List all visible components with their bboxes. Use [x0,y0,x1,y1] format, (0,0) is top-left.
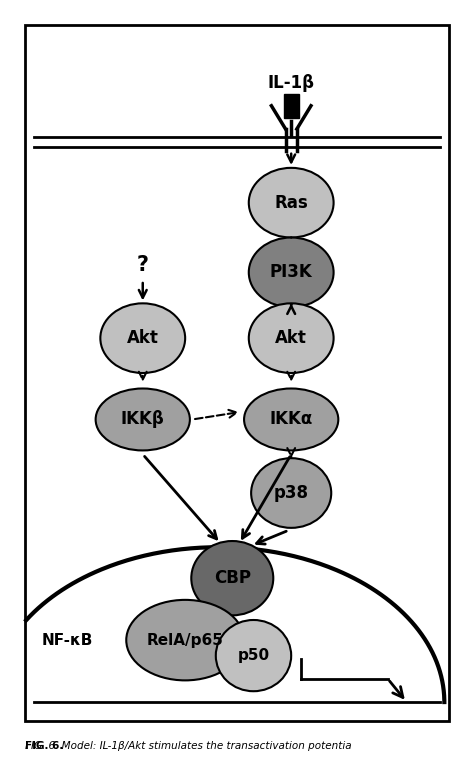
FancyBboxPatch shape [25,25,449,721]
Ellipse shape [249,303,334,373]
Text: Akt: Akt [127,329,159,347]
Text: p50: p50 [237,648,270,663]
Ellipse shape [96,388,190,451]
Text: p38: p38 [273,484,309,502]
Text: IKKβ: IKKβ [121,410,164,428]
Ellipse shape [249,168,334,238]
Ellipse shape [244,388,338,451]
Text: CBP: CBP [214,570,251,587]
Ellipse shape [251,458,331,528]
Ellipse shape [191,541,273,615]
Text: FIG. 6. Model: IL-1β/Akt stimulates the transactivation potentia: FIG. 6. Model: IL-1β/Akt stimulates the … [25,741,352,751]
Text: IL-1β: IL-1β [268,74,315,92]
Text: FIG. 6.: FIG. 6. [25,741,67,751]
Ellipse shape [100,303,185,373]
Text: ?: ? [137,255,149,274]
Text: Akt: Akt [275,329,307,347]
Text: Ras: Ras [274,193,308,211]
Text: NF-κB: NF-κB [41,632,93,647]
Ellipse shape [216,620,291,692]
Text: RelA/p65: RelA/p65 [147,632,224,647]
Text: IKKα: IKKα [270,410,313,428]
Ellipse shape [249,238,334,307]
Ellipse shape [126,600,244,681]
Text: PI3K: PI3K [270,263,312,281]
